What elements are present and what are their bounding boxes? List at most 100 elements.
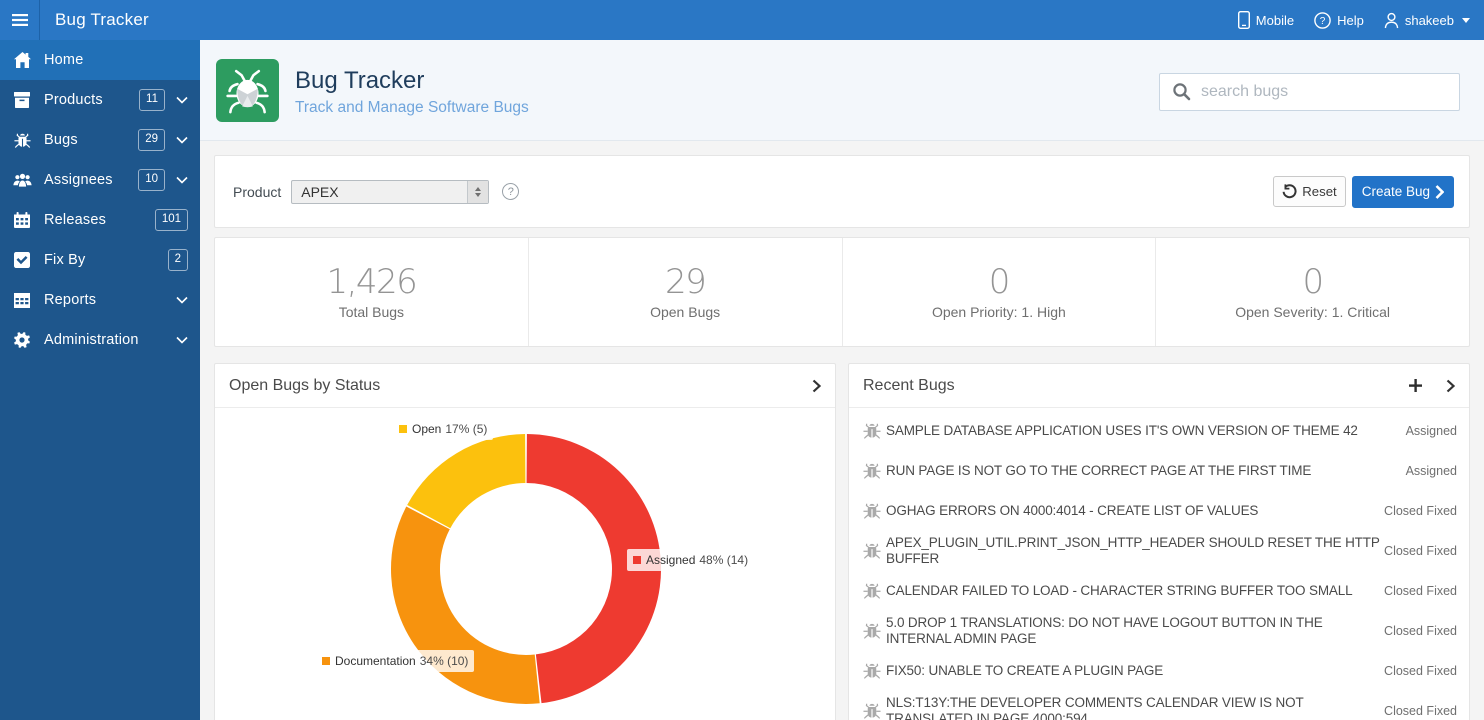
- help-link[interactable]: ? Help: [1314, 11, 1364, 29]
- recent-bugs-panel: Recent Bugs: [848, 363, 1470, 720]
- sidebar-item-releases[interactable]: Releases 101: [0, 200, 200, 240]
- svg-text:?: ?: [1320, 16, 1326, 27]
- product-help-icon[interactable]: ?: [502, 183, 520, 200]
- chevron-right-icon: [812, 379, 821, 392]
- help-icon: ?: [1314, 11, 1331, 29]
- bug-icon: [863, 582, 882, 600]
- donut-slice-open[interactable]: [407, 434, 526, 529]
- nav-toggle-button[interactable]: [0, 0, 40, 40]
- releases-count-badge: 101: [154, 209, 188, 231]
- bugs-count-badge: 29: [138, 129, 165, 151]
- bug-list-item[interactable]: CALENDAR FAILED TO LOAD - CHARACTER STRI…: [849, 571, 1469, 611]
- search-box: [1159, 72, 1460, 111]
- reset-label: Reset: [1302, 184, 1337, 199]
- user-label: shakeeb: [1404, 12, 1454, 28]
- maximize-chart-button[interactable]: [812, 379, 821, 393]
- bug-icon: [863, 662, 882, 680]
- chevron-right-icon: [1435, 184, 1444, 199]
- chart-panel-header: Open Bugs by Status: [215, 364, 835, 408]
- chevron-down-icon: [176, 296, 188, 304]
- sidebar-item-products[interactable]: Products 11: [0, 80, 200, 120]
- donut-slice-documentation[interactable]: [391, 506, 540, 704]
- mobile-label: Mobile: [1255, 12, 1295, 28]
- bug-list-item[interactable]: SAMPLE DATABASE APPLICATION USES IT'S OW…: [849, 411, 1469, 451]
- bug-status: Closed Fixed: [1384, 504, 1457, 518]
- product-select[interactable]: APEX: [291, 179, 490, 204]
- help-label: Help: [1337, 12, 1364, 28]
- bug-icon: [863, 622, 882, 640]
- main-region: Bug Tracker Track and Manage Software Bu…: [200, 40, 1484, 720]
- topbar-right: Mobile ? Help shakeeb: [1237, 0, 1484, 40]
- bug-icon: [863, 702, 882, 720]
- fix-by-count-badge: 2: [167, 249, 188, 271]
- check-square-icon: [0, 252, 44, 268]
- stat-total-bugs: 1,426 Total Bugs: [215, 238, 529, 346]
- home-icon: [0, 52, 44, 68]
- bug-list-item[interactable]: RUN PAGE IS NOT GO TO THE CORRECT PAGE A…: [849, 451, 1469, 491]
- legend-swatch: [399, 425, 407, 433]
- bug-status: Closed Fixed: [1384, 544, 1457, 558]
- bug-title: OGHAG ERRORS ON 4000:4014 - CREATE LIST …: [886, 503, 1259, 518]
- topbar: Bug Tracker Mobile ? Help shakeeb: [0, 0, 1484, 40]
- recent-panel-actions: [1409, 379, 1455, 393]
- bug-list-item[interactable]: OGHAG ERRORS ON 4000:4014 - CREATE LIST …: [849, 491, 1469, 531]
- bug-status: Closed Fixed: [1384, 584, 1457, 598]
- sidebar-item-fix-by[interactable]: Fix By 2: [0, 240, 200, 280]
- bug-list-item[interactable]: FIX50: UNABLE TO CREATE A PLUGIN PAGE Cl…: [849, 651, 1469, 691]
- sidebar-item-label: Fix By: [44, 252, 86, 268]
- sidebar-item-bugs[interactable]: Bugs 29: [0, 120, 200, 160]
- bug-list-item[interactable]: APEX_PLUGIN_UTIL.PRINT_JSON_HTTP_HEADER …: [849, 531, 1469, 571]
- page-subtitle: Track and Manage Software Bugs: [295, 99, 529, 117]
- sidebar-item-label: Releases: [44, 212, 107, 228]
- sidebar-item-reports[interactable]: Reports: [0, 280, 200, 320]
- bug-list-item[interactable]: 5.0 DROP 1 TRANSLATIONS: DO NOT HAVE LOG…: [849, 611, 1469, 651]
- sidebar-item-label: Bugs: [44, 132, 78, 148]
- bug-title: RUN PAGE IS NOT GO TO THE CORRECT PAGE A…: [886, 463, 1312, 478]
- bug-list-item[interactable]: NLS:T13Y:THE DEVELOPER COMMENTS CALENDAR…: [849, 691, 1469, 720]
- bug-status: Closed Fixed: [1384, 704, 1457, 718]
- hamburger-icon: [11, 14, 28, 26]
- stat-label: Open Priority: 1. High: [931, 304, 1066, 320]
- stat-open-priority: 0 Open Priority: 1. High: [843, 238, 1157, 346]
- add-bug-button[interactable]: [1409, 379, 1422, 392]
- chart-label-documentation: Documentation 34% (10): [316, 650, 475, 672]
- bug-status: Assigned: [1405, 424, 1457, 438]
- bug-title: FIX50: UNABLE TO CREATE A PLUGIN PAGE: [886, 663, 1164, 678]
- calendar-icon: [0, 212, 44, 228]
- maximize-list-button[interactable]: [1446, 379, 1455, 393]
- sidebar-item-label: Reports: [44, 292, 97, 308]
- product-select-value: APEX: [301, 183, 339, 200]
- bug-icon: [863, 502, 882, 520]
- gear-icon: [0, 332, 44, 348]
- sidebar-item-label: Home: [44, 52, 84, 68]
- mobile-link[interactable]: Mobile: [1237, 11, 1295, 29]
- user-menu[interactable]: shakeeb: [1384, 12, 1470, 29]
- undo-icon: [1282, 184, 1297, 199]
- sidebar-item-administration[interactable]: Administration: [0, 320, 200, 360]
- chart-panel-actions: [812, 379, 821, 393]
- legend-label: Assigned: [646, 553, 696, 567]
- stat-value: 0: [988, 262, 1011, 302]
- chevron-down-icon: [176, 96, 188, 104]
- sidebar-item-home[interactable]: Home: [0, 40, 200, 80]
- legend-label: Documentation: [335, 654, 416, 668]
- recent-bugs-list: SAMPLE DATABASE APPLICATION USES IT'S OW…: [849, 408, 1469, 720]
- legend-swatch: [322, 657, 330, 665]
- search-input[interactable]: [1201, 82, 1449, 101]
- chevron-down-icon: [176, 176, 188, 184]
- app-bug-icon: [216, 58, 279, 122]
- chart-label-assigned: Assigned 48% (14): [627, 549, 755, 571]
- stat-value: 29: [664, 262, 707, 302]
- user-icon: [1384, 12, 1399, 28]
- sidebar-item-assignees[interactable]: Assignees 10: [0, 160, 200, 200]
- donut-slice-assigned[interactable]: [526, 434, 662, 704]
- donut-chart: Open 17% (5) Assigned 48% (14) Documentati…: [215, 408, 835, 720]
- sidebar-item-label: Assignees: [44, 172, 113, 188]
- sidebar-item-label: Products: [44, 92, 103, 108]
- reset-button[interactable]: Reset: [1273, 176, 1346, 207]
- bug-icon: [863, 422, 882, 440]
- table-icon: [0, 292, 44, 308]
- chevron-down-icon: [176, 136, 188, 144]
- bug-title: APEX_PLUGIN_UTIL.PRINT_JSON_HTTP_HEADER …: [886, 535, 1380, 566]
- create-bug-button[interactable]: Create Bug: [1351, 175, 1454, 208]
